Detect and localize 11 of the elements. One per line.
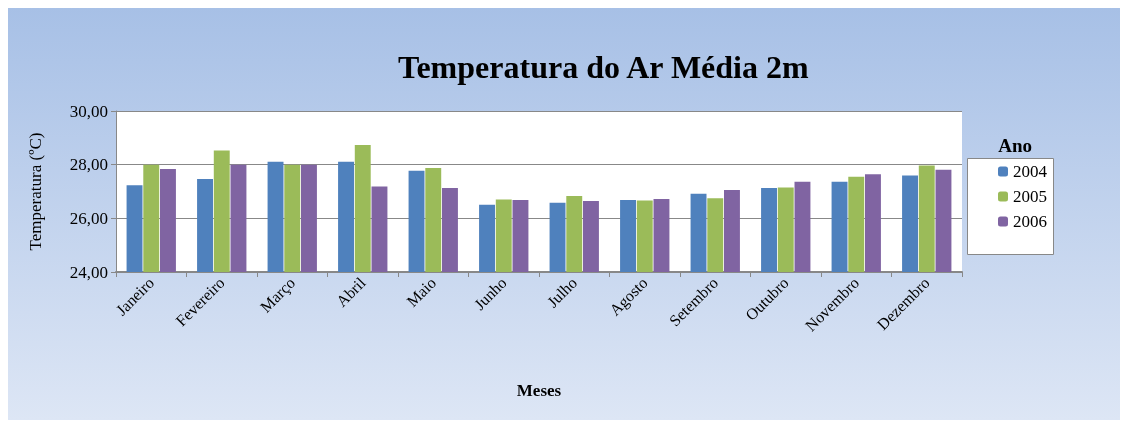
y-axis-title: Temperatura (ºC) bbox=[26, 132, 45, 251]
y-tick-label: 28,00 bbox=[69, 155, 108, 175]
legend-label: 2006 bbox=[1013, 212, 1047, 231]
legend-title: Ano bbox=[998, 135, 1033, 156]
y-tick-label: 24,00 bbox=[69, 262, 108, 282]
chart-title: Temperatura do Ar Média 2m bbox=[398, 49, 809, 85]
legend-label: 2005 bbox=[1013, 187, 1047, 206]
y-tick-label: 30,00 bbox=[69, 101, 108, 121]
x-axis-title: Meses bbox=[516, 381, 562, 400]
legend-label: 2004 bbox=[1013, 162, 1048, 181]
y-tick-label: 26,00 bbox=[69, 208, 108, 228]
